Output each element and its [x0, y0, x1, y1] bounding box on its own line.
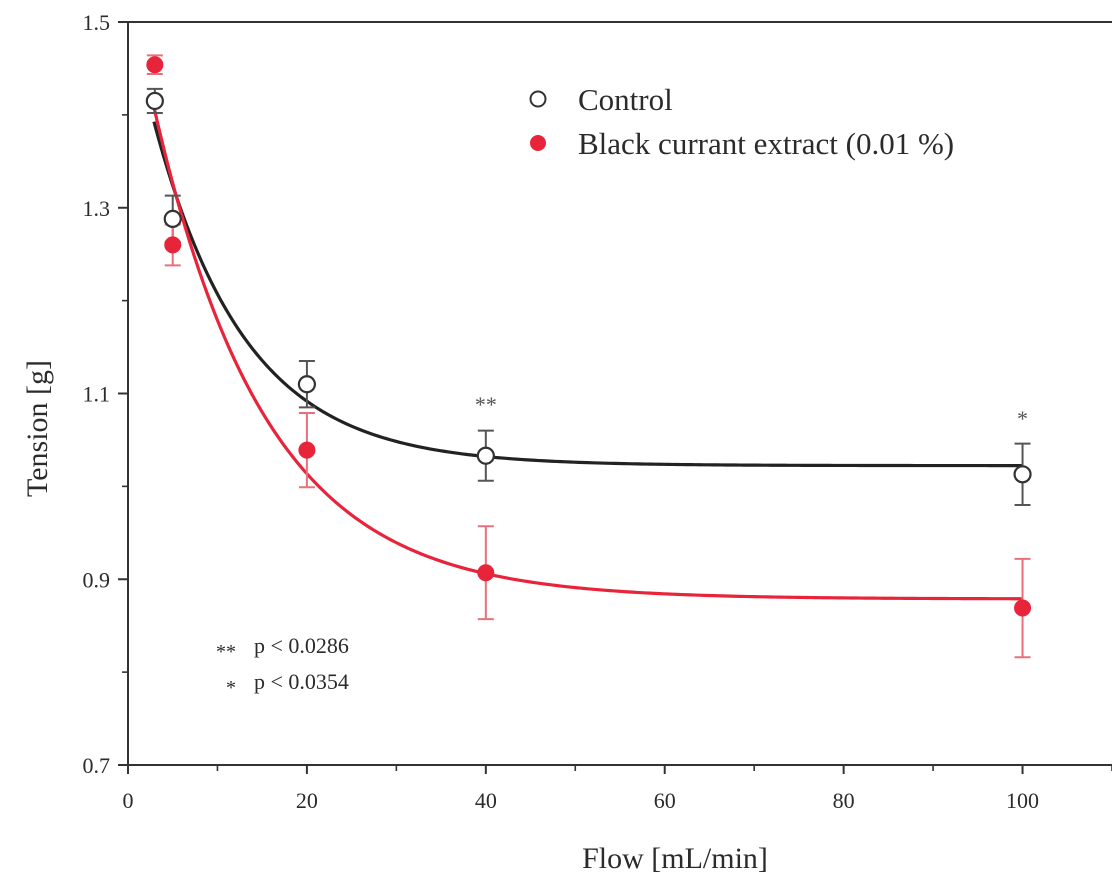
fit-curve-0	[152, 121, 1022, 468]
y-tick-label: 0.9	[83, 567, 111, 592]
x-tick-label: 80	[833, 788, 855, 813]
data-point-extract	[164, 236, 182, 254]
data-point-extract	[298, 441, 316, 459]
data-point-control	[163, 209, 182, 228]
x-tick-label: 20	[296, 788, 318, 813]
y-tick-label: 1.3	[83, 196, 111, 221]
fit-curve-1	[152, 106, 1022, 601]
note-stars: *	[226, 677, 236, 699]
note-text: p < 0.0354	[254, 669, 349, 694]
x-tick-label: 40	[475, 788, 497, 813]
x-axis-label: Flow [mL/min]	[582, 842, 768, 874]
x-tick-label: 100	[1006, 788, 1039, 813]
y-tick-label: 1.1	[83, 382, 111, 407]
y-tick-label: 1.5	[83, 10, 111, 35]
legend-label: Black currant extract (0.01 %)	[578, 126, 954, 161]
significance-star: **	[475, 392, 497, 417]
legend: Control Black currant extract (0.01 %)	[529, 82, 954, 161]
fit-curves	[152, 106, 1022, 601]
note-text: p < 0.0286	[254, 633, 349, 658]
data-point-extract	[477, 564, 495, 582]
data-point-extract	[1014, 599, 1032, 617]
data-point-control	[476, 446, 495, 465]
data-point-control	[145, 91, 164, 111]
data-point-control	[1013, 465, 1032, 484]
axes: 0 20 40 60 80 100 0.7 0.9 1.1 1.3 1.5 Flow [mL/min]…	[21, 10, 1112, 875]
significance-markers: ***	[475, 392, 1028, 431]
legend-marker	[529, 90, 547, 108]
significance-star: *	[1017, 406, 1028, 431]
y-tick-label: 0.7	[83, 753, 111, 778]
data-point-extract	[146, 56, 164, 74]
x-tick-label: 60	[654, 788, 676, 813]
note-stars: **	[216, 641, 236, 663]
significance-notes: ** p < 0.0286 * p < 0.0354	[216, 633, 349, 699]
legend-marker	[530, 135, 546, 151]
legend-label: Control	[578, 82, 673, 117]
y-axis-label: Tension [g]	[21, 360, 54, 497]
data-point-control	[297, 375, 317, 394]
x-tick-label: 0	[123, 788, 134, 813]
data-points	[145, 56, 1032, 617]
